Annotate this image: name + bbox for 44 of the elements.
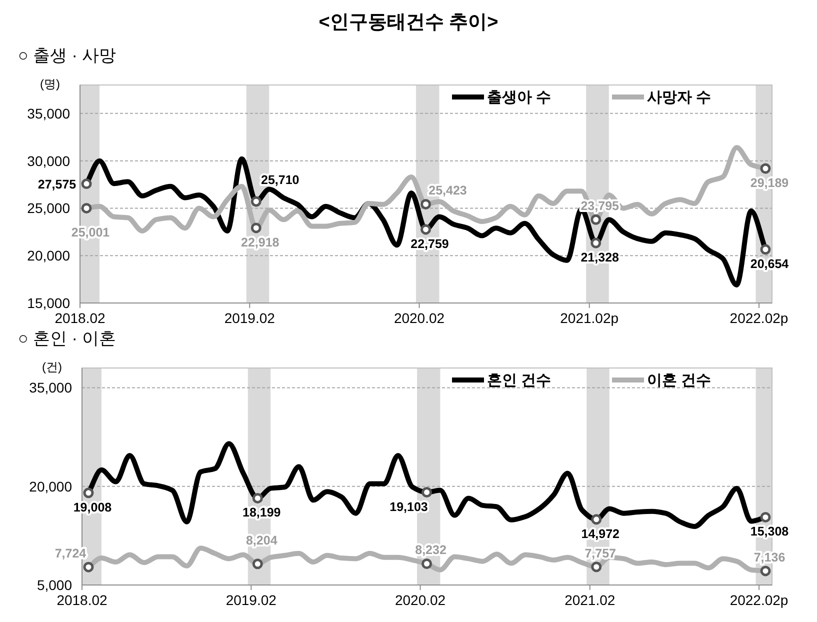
data-label: 15,308 (750, 524, 789, 539)
data-label: 19,103 (390, 500, 428, 514)
legend-label: 출생아 수 (487, 89, 552, 106)
data-label: 25,423 (428, 184, 467, 198)
legend-label: 사망자 수 (647, 89, 712, 106)
data-label: 22,759 (410, 236, 449, 251)
data-label: 7,757 (584, 546, 616, 560)
data-label: 20,654 (750, 256, 789, 271)
data-label: 14,972 (581, 526, 620, 541)
y-axis-title: (건) (42, 360, 62, 374)
x-tick-label: 2019.02 (224, 310, 276, 326)
x-tick-label: 2021.02p (560, 310, 619, 326)
y-axis-title: (명) (40, 77, 60, 91)
data-label: 22,918 (241, 235, 280, 250)
y-tick-label: 30,000 (27, 152, 70, 169)
x-tick-label: 2020.02 (394, 310, 445, 326)
x-tick-label: 2018.02 (56, 592, 108, 608)
legend-label: 혼인 건수 (487, 372, 552, 389)
x-tick-label: 2020.02 (394, 592, 446, 608)
y-tick-label: 25,000 (27, 200, 70, 216)
x-tick-label: 2018.02 (54, 310, 106, 326)
chart-subtitle: ○ 출생 · 사망 (18, 46, 116, 65)
data-label: 23,795 (580, 199, 620, 214)
data-label: 21,328 (580, 250, 620, 265)
x-tick-label: 2022.02p (730, 592, 788, 608)
data-label: 8,232 (415, 543, 446, 558)
data-label: 25,710 (261, 172, 300, 187)
legend-label: 이혼 건수 (647, 372, 712, 389)
y-tick-label: 20,000 (29, 478, 72, 494)
y-tick-label: 20,000 (27, 248, 70, 264)
data-label: 18,199 (242, 506, 281, 520)
y-tick-label: 35,000 (29, 380, 72, 396)
y-tick-label: 5,000 (36, 577, 72, 593)
data-label: 7,136 (754, 550, 786, 564)
x-tick-label: 2019.02 (226, 592, 277, 608)
y-tick-label: 35,000 (27, 105, 70, 122)
chart-subtitle: ○ 혼인 · 이혼 (18, 329, 116, 348)
x-tick-label: 2022.02p (730, 310, 788, 326)
y-tick-label: 15,000 (27, 295, 70, 311)
chart-title: <인구동태건수 추이> (318, 12, 498, 33)
data-label: 27,575 (38, 177, 76, 192)
data-label: 8,204 (246, 533, 278, 548)
x-tick-label: 2021.02 (564, 592, 616, 608)
data-label: 19,008 (73, 500, 112, 514)
